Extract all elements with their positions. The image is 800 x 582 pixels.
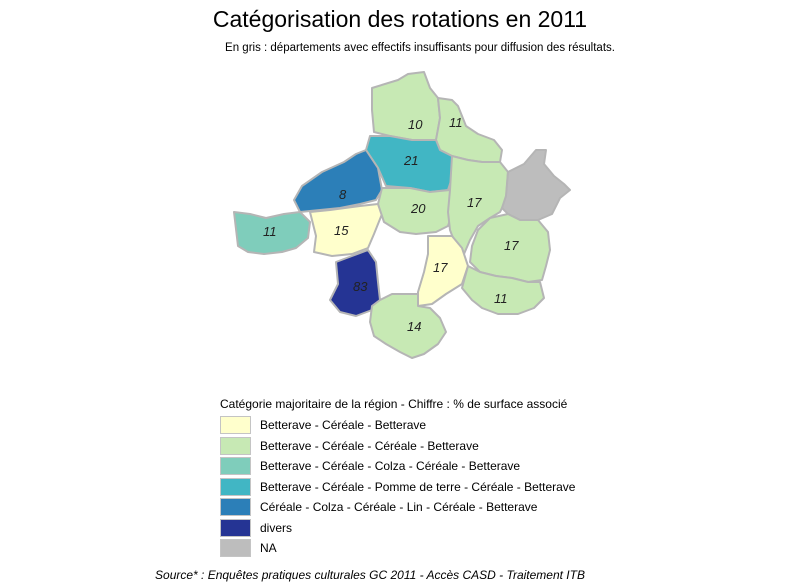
legend-label: NA [260, 541, 277, 556]
region-r4 [293, 149, 383, 213]
legend-title: Catégorie majoritaire de la région - Chi… [220, 397, 568, 411]
legend-item: Betterave - Céréale - Céréale - Betterav… [220, 436, 575, 457]
region-label-r8: 17 [467, 195, 482, 210]
region-r14 [369, 293, 447, 359]
legend-item: divers [220, 518, 575, 539]
region-label-r1: 10 [408, 117, 423, 132]
region-r13 [461, 265, 545, 315]
legend-item: Betterave - Céréale - Colza - Céréale - … [220, 456, 575, 477]
region-r8 [447, 155, 509, 255]
legend-item: Betterave - Céréale - Betterave [220, 415, 575, 436]
legend-label: divers [260, 520, 293, 535]
region-r1 [371, 71, 441, 141]
region-label-r2: 11 [449, 115, 463, 130]
legend-item: Betterave - Céréale - Pomme de terre - C… [220, 477, 575, 498]
region-label-r13: 11 [494, 291, 508, 306]
legend-label: Betterave - Céréale - Pomme de terre - C… [260, 479, 576, 494]
region-label-r3: 21 [403, 153, 418, 168]
legend-swatch [220, 518, 251, 537]
legend-swatch [220, 477, 251, 496]
legend-label: Céréale - Colza - Céréale - Lin - Céréal… [260, 500, 538, 515]
region-r9 [501, 149, 571, 221]
region-label-r5: 11 [263, 224, 277, 239]
region-r6 [309, 203, 383, 257]
region-label-r11: 17 [433, 260, 448, 275]
legend-swatch [220, 539, 251, 558]
region-label-r12: 83 [353, 279, 368, 294]
region-r7 [377, 187, 455, 235]
region-label-r7: 20 [410, 201, 426, 216]
legend-label: Betterave - Céréale - Betterave [260, 418, 427, 433]
legend-swatch [220, 416, 251, 435]
map-legend: Catégorie majoritaire de la région - Chi… [220, 397, 575, 559]
region-label-r14: 14 [407, 319, 421, 334]
legend-swatch [220, 498, 251, 517]
region-label-r10: 17 [504, 238, 519, 253]
region-r5 [233, 211, 311, 255]
source-note: Source* : Enquêtes pratiques culturales … [155, 568, 585, 582]
legend-item: NA [220, 538, 575, 559]
legend-swatch [220, 436, 251, 455]
legend-label: Betterave - Céréale - Colza - Céréale - … [260, 459, 521, 474]
map-subtitle: En gris : départements avec effectifs in… [225, 42, 615, 54]
legend-swatch [220, 457, 251, 476]
map-title: Catégorisation des rotations en 2011 [212, 6, 588, 32]
region-r11 [417, 235, 469, 307]
legend-label: Betterave - Céréale - Céréale - Betterav… [260, 438, 479, 453]
region-label-r4: 8 [339, 187, 347, 202]
legend-item: Céréale - Colza - Céréale - Lin - Céréal… [220, 497, 575, 518]
region-label-r6: 15 [334, 223, 349, 238]
